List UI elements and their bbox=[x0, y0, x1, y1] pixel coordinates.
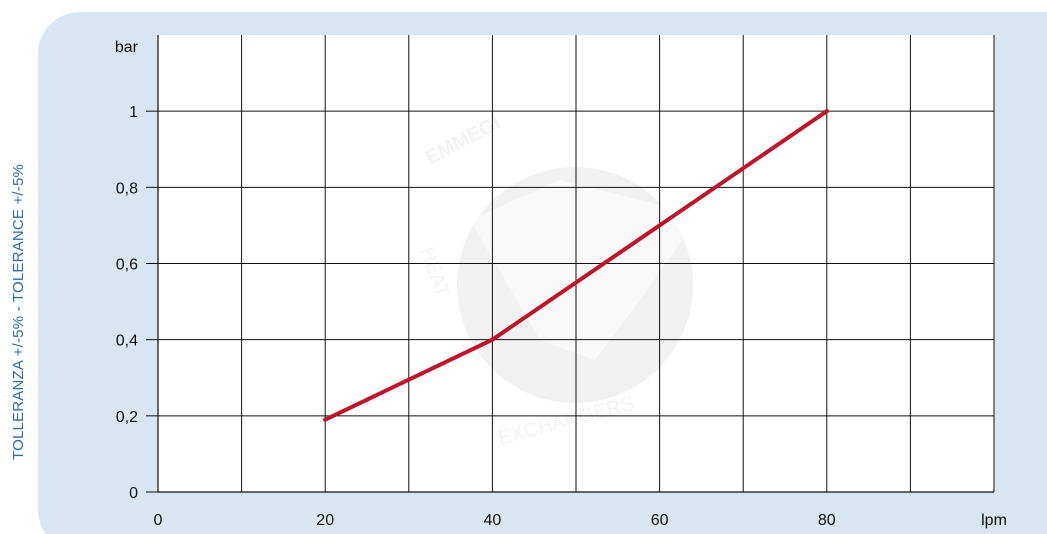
x-axis-label: lpm bbox=[981, 512, 1007, 529]
data-point bbox=[490, 337, 495, 342]
y-tick-label: 1 bbox=[129, 104, 138, 121]
x-tick-label: 80 bbox=[818, 512, 836, 529]
x-tick-label: 60 bbox=[651, 512, 669, 529]
y-tick-label: 0,4 bbox=[116, 333, 138, 350]
y-tick-label: 0 bbox=[129, 485, 138, 502]
y-tick-label: 0,6 bbox=[116, 257, 138, 274]
data-series bbox=[323, 109, 829, 422]
x-tick-label: 40 bbox=[484, 512, 502, 529]
y-axis-label: bar bbox=[115, 39, 139, 56]
data-point bbox=[323, 417, 328, 422]
x-tick-label: 20 bbox=[316, 512, 334, 529]
y-tick-label: 0,2 bbox=[116, 409, 138, 426]
axes bbox=[146, 35, 994, 493]
x-tick-label: 0 bbox=[154, 512, 163, 529]
y-tick-label: 0,8 bbox=[116, 180, 138, 197]
tick-labels: 0 0,2 0,4 0,6 0,8 1 bar 0 20 40 60 80 lpm bbox=[115, 39, 1007, 529]
data-point bbox=[824, 109, 829, 114]
